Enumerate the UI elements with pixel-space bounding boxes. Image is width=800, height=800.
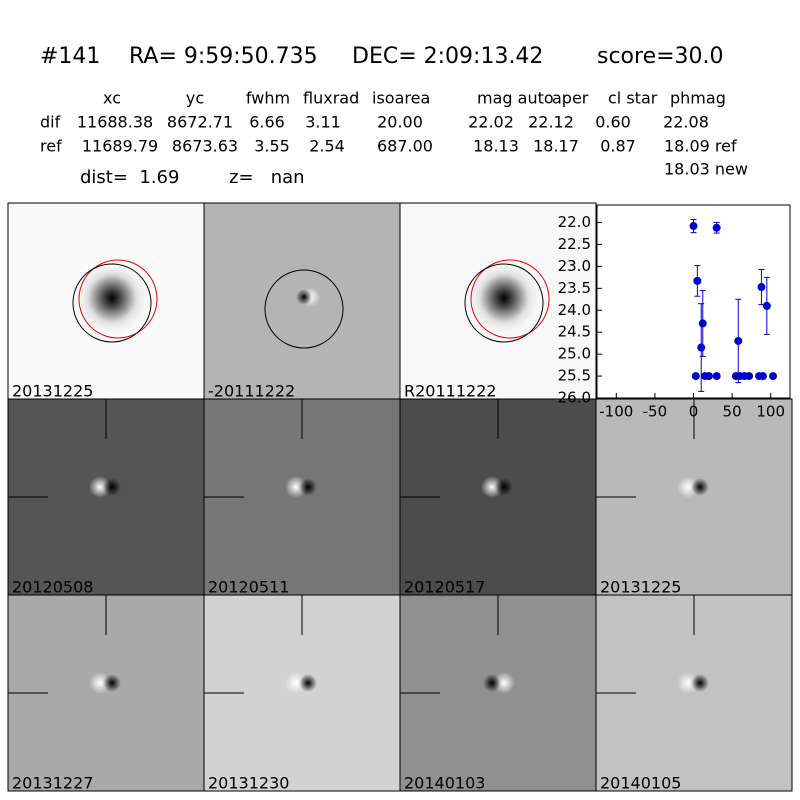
point	[698, 319, 707, 328]
cell: 22.08	[663, 113, 709, 132]
cell: 0.60	[595, 113, 631, 132]
aperture	[264, 269, 344, 349]
star-blob	[464, 258, 544, 338]
cell: 3.11	[305, 113, 341, 132]
aperture	[72, 263, 152, 343]
y-tick-label: 22.0	[558, 213, 591, 231]
cell: 22.12	[528, 113, 574, 132]
residual-dark	[299, 674, 317, 692]
cell: 18.13	[473, 137, 519, 156]
point	[762, 301, 771, 310]
stamp-label: 20120508	[12, 578, 93, 597]
column-header: cl star	[608, 89, 658, 108]
aperture	[470, 259, 550, 339]
x-tick-label: 50	[723, 403, 742, 421]
cell: 18.17	[533, 137, 579, 156]
ra: RA= 9:59:50.735	[129, 44, 318, 69]
cell: 687.00	[377, 137, 433, 156]
residual-dark	[103, 478, 121, 496]
point	[712, 372, 721, 381]
point	[712, 223, 721, 232]
dec: DEC= 2:09:13.42	[352, 44, 543, 69]
residual-dark	[691, 478, 709, 496]
note: 18.03 new	[664, 160, 748, 179]
aperture	[78, 259, 158, 339]
y-tick-label: 25.5	[558, 367, 591, 385]
x-tick-label: -100	[599, 403, 633, 421]
stamp-label: 20140103	[404, 774, 485, 793]
column-header: isoarea	[372, 89, 430, 108]
stamp-label: 20131225	[600, 578, 681, 597]
point	[689, 222, 698, 231]
cell: 8673.63	[172, 137, 238, 156]
point	[757, 283, 766, 292]
y-tick-label: 22.5	[558, 235, 591, 253]
residual-dark	[296, 289, 312, 305]
point	[758, 372, 767, 381]
y-tick-label: 23.5	[558, 279, 591, 297]
x-tick-label: 100	[756, 403, 785, 421]
dist: dist= 1.69	[80, 167, 179, 188]
point	[745, 372, 754, 381]
x-tick-label: 0	[689, 403, 699, 421]
column-header: fwhm	[246, 89, 290, 108]
point	[697, 343, 706, 352]
column-header: xc	[103, 89, 121, 108]
star-blob	[72, 258, 152, 338]
point	[691, 372, 700, 381]
cell: 11688.38	[77, 113, 153, 132]
y-tick-label: 24.0	[558, 301, 591, 319]
y-tick-label: 24.5	[558, 323, 591, 341]
cell: 6.66	[249, 113, 285, 132]
residual-dark	[299, 478, 317, 496]
residual-dark	[483, 674, 501, 692]
row-name: dif	[40, 113, 61, 132]
column-header: fluxrad	[303, 89, 359, 108]
row-name: ref	[40, 137, 62, 156]
point	[734, 336, 743, 345]
cell: 0.87	[600, 137, 636, 156]
plot-area	[596, 204, 791, 399]
aperture	[464, 263, 544, 343]
cell: 11689.79	[82, 137, 158, 156]
cell: 3.55	[254, 137, 290, 156]
stamp-label: R20111222	[404, 382, 497, 401]
x-tick-label: -50	[643, 403, 668, 421]
y-tick-label: 23.0	[558, 257, 591, 275]
candidate-id: #141	[40, 44, 100, 69]
cell: 22.02	[468, 113, 514, 132]
cell: 2.54	[309, 137, 345, 156]
column-header: mag auto	[477, 89, 554, 108]
score: score=30.0	[597, 44, 724, 69]
point	[704, 372, 713, 381]
column-header: yc	[186, 89, 204, 108]
stamp-label: -20111222	[208, 382, 295, 401]
stamp-label: 20131225	[12, 382, 93, 401]
stamp-label: 20120517	[404, 578, 485, 597]
redshift: z= nan	[229, 167, 305, 188]
stamp-label: 20140105	[600, 774, 681, 793]
column-header: phmag	[670, 89, 726, 108]
column-header: aper	[552, 89, 589, 108]
residual-dark	[103, 674, 121, 692]
cell: 8672.71	[167, 113, 233, 132]
point	[769, 372, 778, 381]
residual-dark	[691, 674, 709, 692]
point	[693, 276, 702, 285]
stamp-label: 20131230	[208, 774, 289, 793]
cell: 18.09 ref	[664, 137, 737, 156]
stamp-label: 20120511	[208, 578, 289, 597]
residual-dark	[495, 478, 513, 496]
y-tick-label: 25.0	[558, 345, 591, 363]
y-tick-label: 26.0	[558, 389, 591, 407]
stamp-label: 20131227	[12, 774, 93, 793]
cell: 20.00	[377, 113, 423, 132]
